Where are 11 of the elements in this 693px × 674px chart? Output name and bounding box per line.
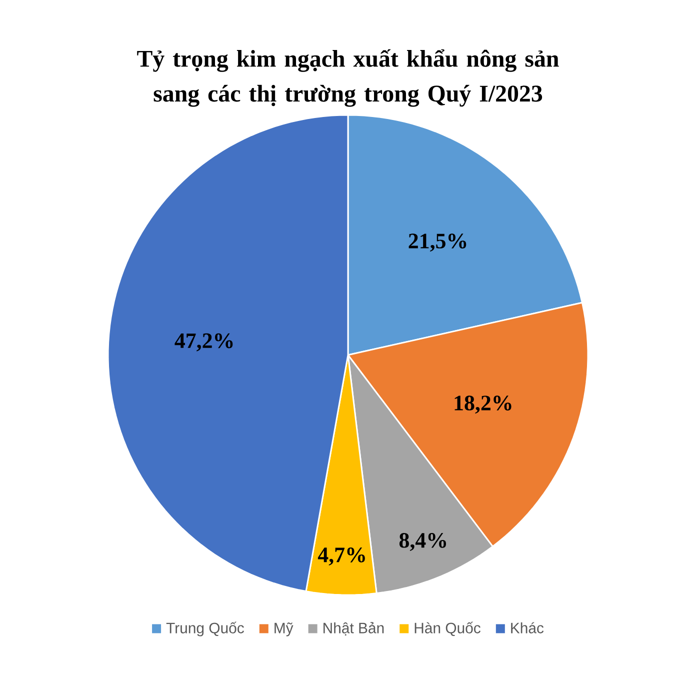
data-label: 21,5% (408, 234, 466, 252)
data-label: 4,7% (318, 548, 365, 566)
data-label: 47,2% (174, 333, 233, 352)
legend-label: Trung Quốc (166, 622, 244, 636)
legend-label: Khác (511, 622, 544, 634)
legend-label: Nhật Bản (324, 622, 384, 636)
chart-title: Tỷ trọng kim ngạch xuất khẩu nông sản sang các thị trường trong Quý I/2023 (137, 49, 559, 107)
data-label: 18,2% (454, 396, 512, 414)
legend-label: Hàn Quốc (414, 622, 480, 636)
legend-label: Mỹ (274, 622, 294, 636)
data-label: 8,4% (399, 532, 446, 551)
